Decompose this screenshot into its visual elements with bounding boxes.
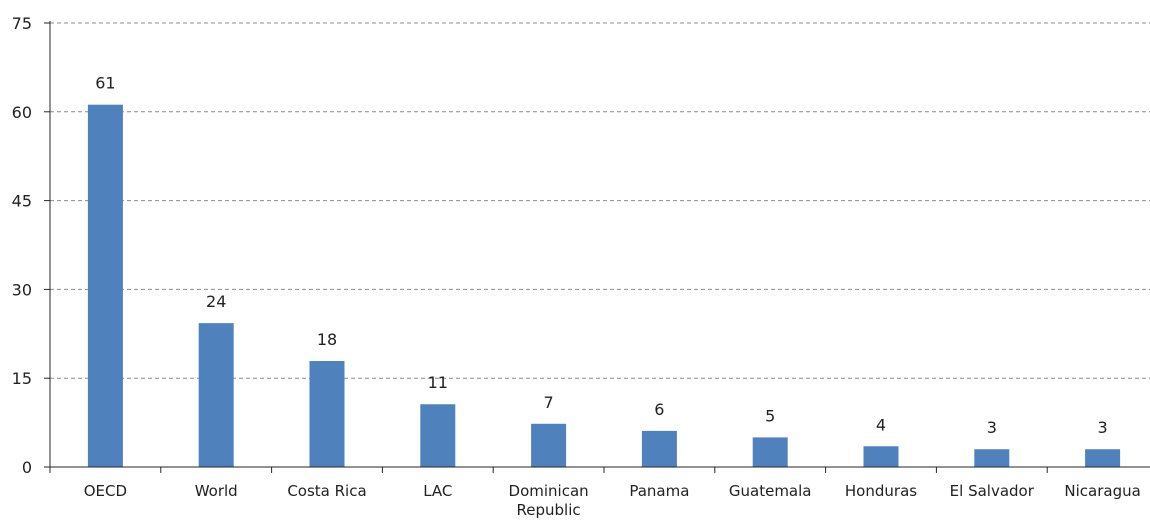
y-tick-label: 60 <box>12 103 32 122</box>
x-tick-label: World <box>195 482 238 500</box>
bar <box>87 104 123 468</box>
bar <box>531 423 567 467</box>
y-tick-label: 45 <box>12 192 32 211</box>
bar <box>198 323 234 467</box>
bar <box>974 449 1010 467</box>
data-label: 61 <box>95 74 115 93</box>
bar <box>309 361 345 467</box>
x-tick-label: El Salvador <box>950 482 1035 500</box>
data-label: 18 <box>317 330 337 349</box>
data-label: 3 <box>987 418 997 437</box>
y-tick-label: 0 <box>22 458 32 477</box>
bar <box>752 437 788 467</box>
data-label: 7 <box>544 393 554 412</box>
bar <box>641 430 677 467</box>
x-tick-label: Republic <box>517 501 581 519</box>
bar <box>863 446 899 467</box>
y-tick-label: 30 <box>12 280 32 299</box>
x-tick-label: Guatemala <box>729 482 812 500</box>
x-tick-label: Costa Rica <box>287 482 366 500</box>
y-tick-label: 75 <box>12 14 32 33</box>
x-tick-label: Panama <box>629 482 689 500</box>
x-tick-label: OECD <box>84 482 127 500</box>
data-label: 24 <box>206 292 226 311</box>
bar <box>1085 449 1121 467</box>
data-label: 3 <box>1098 418 1108 437</box>
y-tick-label: 15 <box>12 369 32 388</box>
data-label: 11 <box>428 373 448 392</box>
data-label: 5 <box>765 406 775 425</box>
x-tick-label: LAC <box>423 482 452 500</box>
data-label: 6 <box>654 400 664 419</box>
bars <box>87 104 1121 468</box>
x-tick-label: Honduras <box>845 482 917 500</box>
data-label: 4 <box>876 415 886 434</box>
x-tick-label: Dominican <box>509 482 589 500</box>
x-tick-label: Nicaragua <box>1064 482 1140 500</box>
bar <box>420 404 456 467</box>
axes <box>44 21 1150 473</box>
